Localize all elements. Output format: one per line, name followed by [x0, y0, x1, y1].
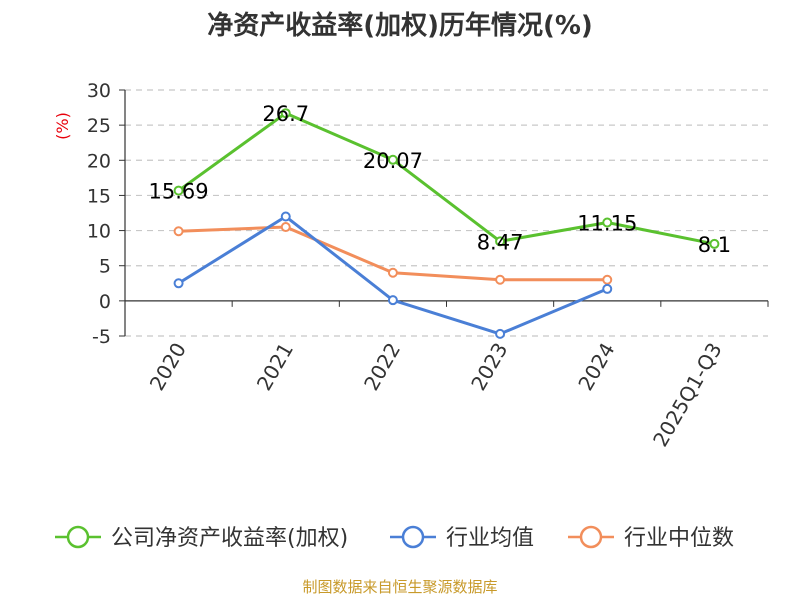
data-point[interactable] — [387, 267, 398, 278]
data-point[interactable] — [387, 295, 398, 306]
y-tick-label: 0 — [99, 291, 111, 313]
data-labels: 15.69 26.7 20.07 8.47 11.15 8.1 — [149, 102, 732, 257]
grid-lines — [125, 89, 768, 337]
data-point[interactable] — [387, 154, 398, 165]
x-tick-label: 2022 — [359, 339, 405, 395]
source-note: 制图数据来自恒生聚源数据库 — [302, 578, 497, 596]
x-tick-label: 2025Q1-Q3 — [648, 339, 727, 451]
data-point[interactable] — [709, 238, 720, 249]
y-tick-label: 10 — [87, 221, 111, 243]
y-tick-label: 20 — [87, 150, 111, 172]
data-label: 11.15 — [577, 211, 637, 235]
data-point[interactable] — [495, 328, 506, 339]
y-tick-label: 5 — [99, 256, 111, 278]
legend-marker-icon — [579, 525, 603, 549]
y-axis-unit: (%) — [53, 112, 72, 140]
data-point[interactable] — [280, 211, 291, 222]
x-tick-label: 2020 — [145, 339, 191, 395]
x-tick-label: 2021 — [252, 339, 298, 395]
axes — [124, 90, 768, 336]
legend-label: 公司净资产收益率(加权) — [111, 526, 348, 551]
data-point[interactable] — [280, 222, 291, 233]
data-point[interactable] — [173, 278, 184, 289]
data-label: 15.69 — [149, 180, 209, 204]
legend-marker-icon — [66, 525, 90, 549]
data-point[interactable] — [602, 283, 613, 294]
legend-item[interactable]: 公司净资产收益率(加权) — [55, 525, 348, 551]
legend-item[interactable]: 行业中位数 — [568, 525, 734, 551]
data-point[interactable] — [495, 236, 506, 247]
series-line — [177, 111, 715, 246]
x-axis-ticks: 2020 2021 2022 2023 2024 2025Q1-Q3 — [124, 300, 769, 451]
series-group — [173, 108, 720, 339]
legend[interactable]: 公司净资产收益率(加权) 行业均值 行业中位数 — [55, 525, 734, 551]
data-point[interactable] — [602, 217, 613, 228]
data-point[interactable] — [495, 274, 506, 285]
y-tick-label: 15 — [87, 185, 111, 207]
x-tick-label: 2023 — [466, 339, 512, 395]
legend-marker-icon — [401, 525, 425, 549]
chart-title: 净资产收益率(加权)历年情况(%) — [207, 10, 593, 41]
data-point[interactable] — [280, 108, 291, 119]
y-tick-label: 30 — [87, 80, 111, 102]
data-point[interactable] — [602, 274, 613, 285]
data-label: 20.07 — [363, 149, 423, 173]
legend-item[interactable]: 行业均值 — [390, 525, 534, 551]
x-tick-label: 2024 — [573, 339, 619, 395]
legend-label: 行业中位数 — [624, 526, 734, 551]
data-label: 8.47 — [477, 230, 524, 254]
data-point[interactable] — [173, 226, 184, 237]
data-point[interactable] — [173, 185, 184, 196]
y-tick-label: 25 — [87, 115, 111, 137]
data-label: 26.7 — [262, 102, 309, 126]
legend-label: 行业均值 — [446, 526, 534, 551]
y-axis-ticks: 30 25 20 15 10 5 0 -5 — [87, 80, 125, 348]
data-label: 8.1 — [698, 233, 731, 257]
y-tick-label: -5 — [92, 326, 111, 348]
